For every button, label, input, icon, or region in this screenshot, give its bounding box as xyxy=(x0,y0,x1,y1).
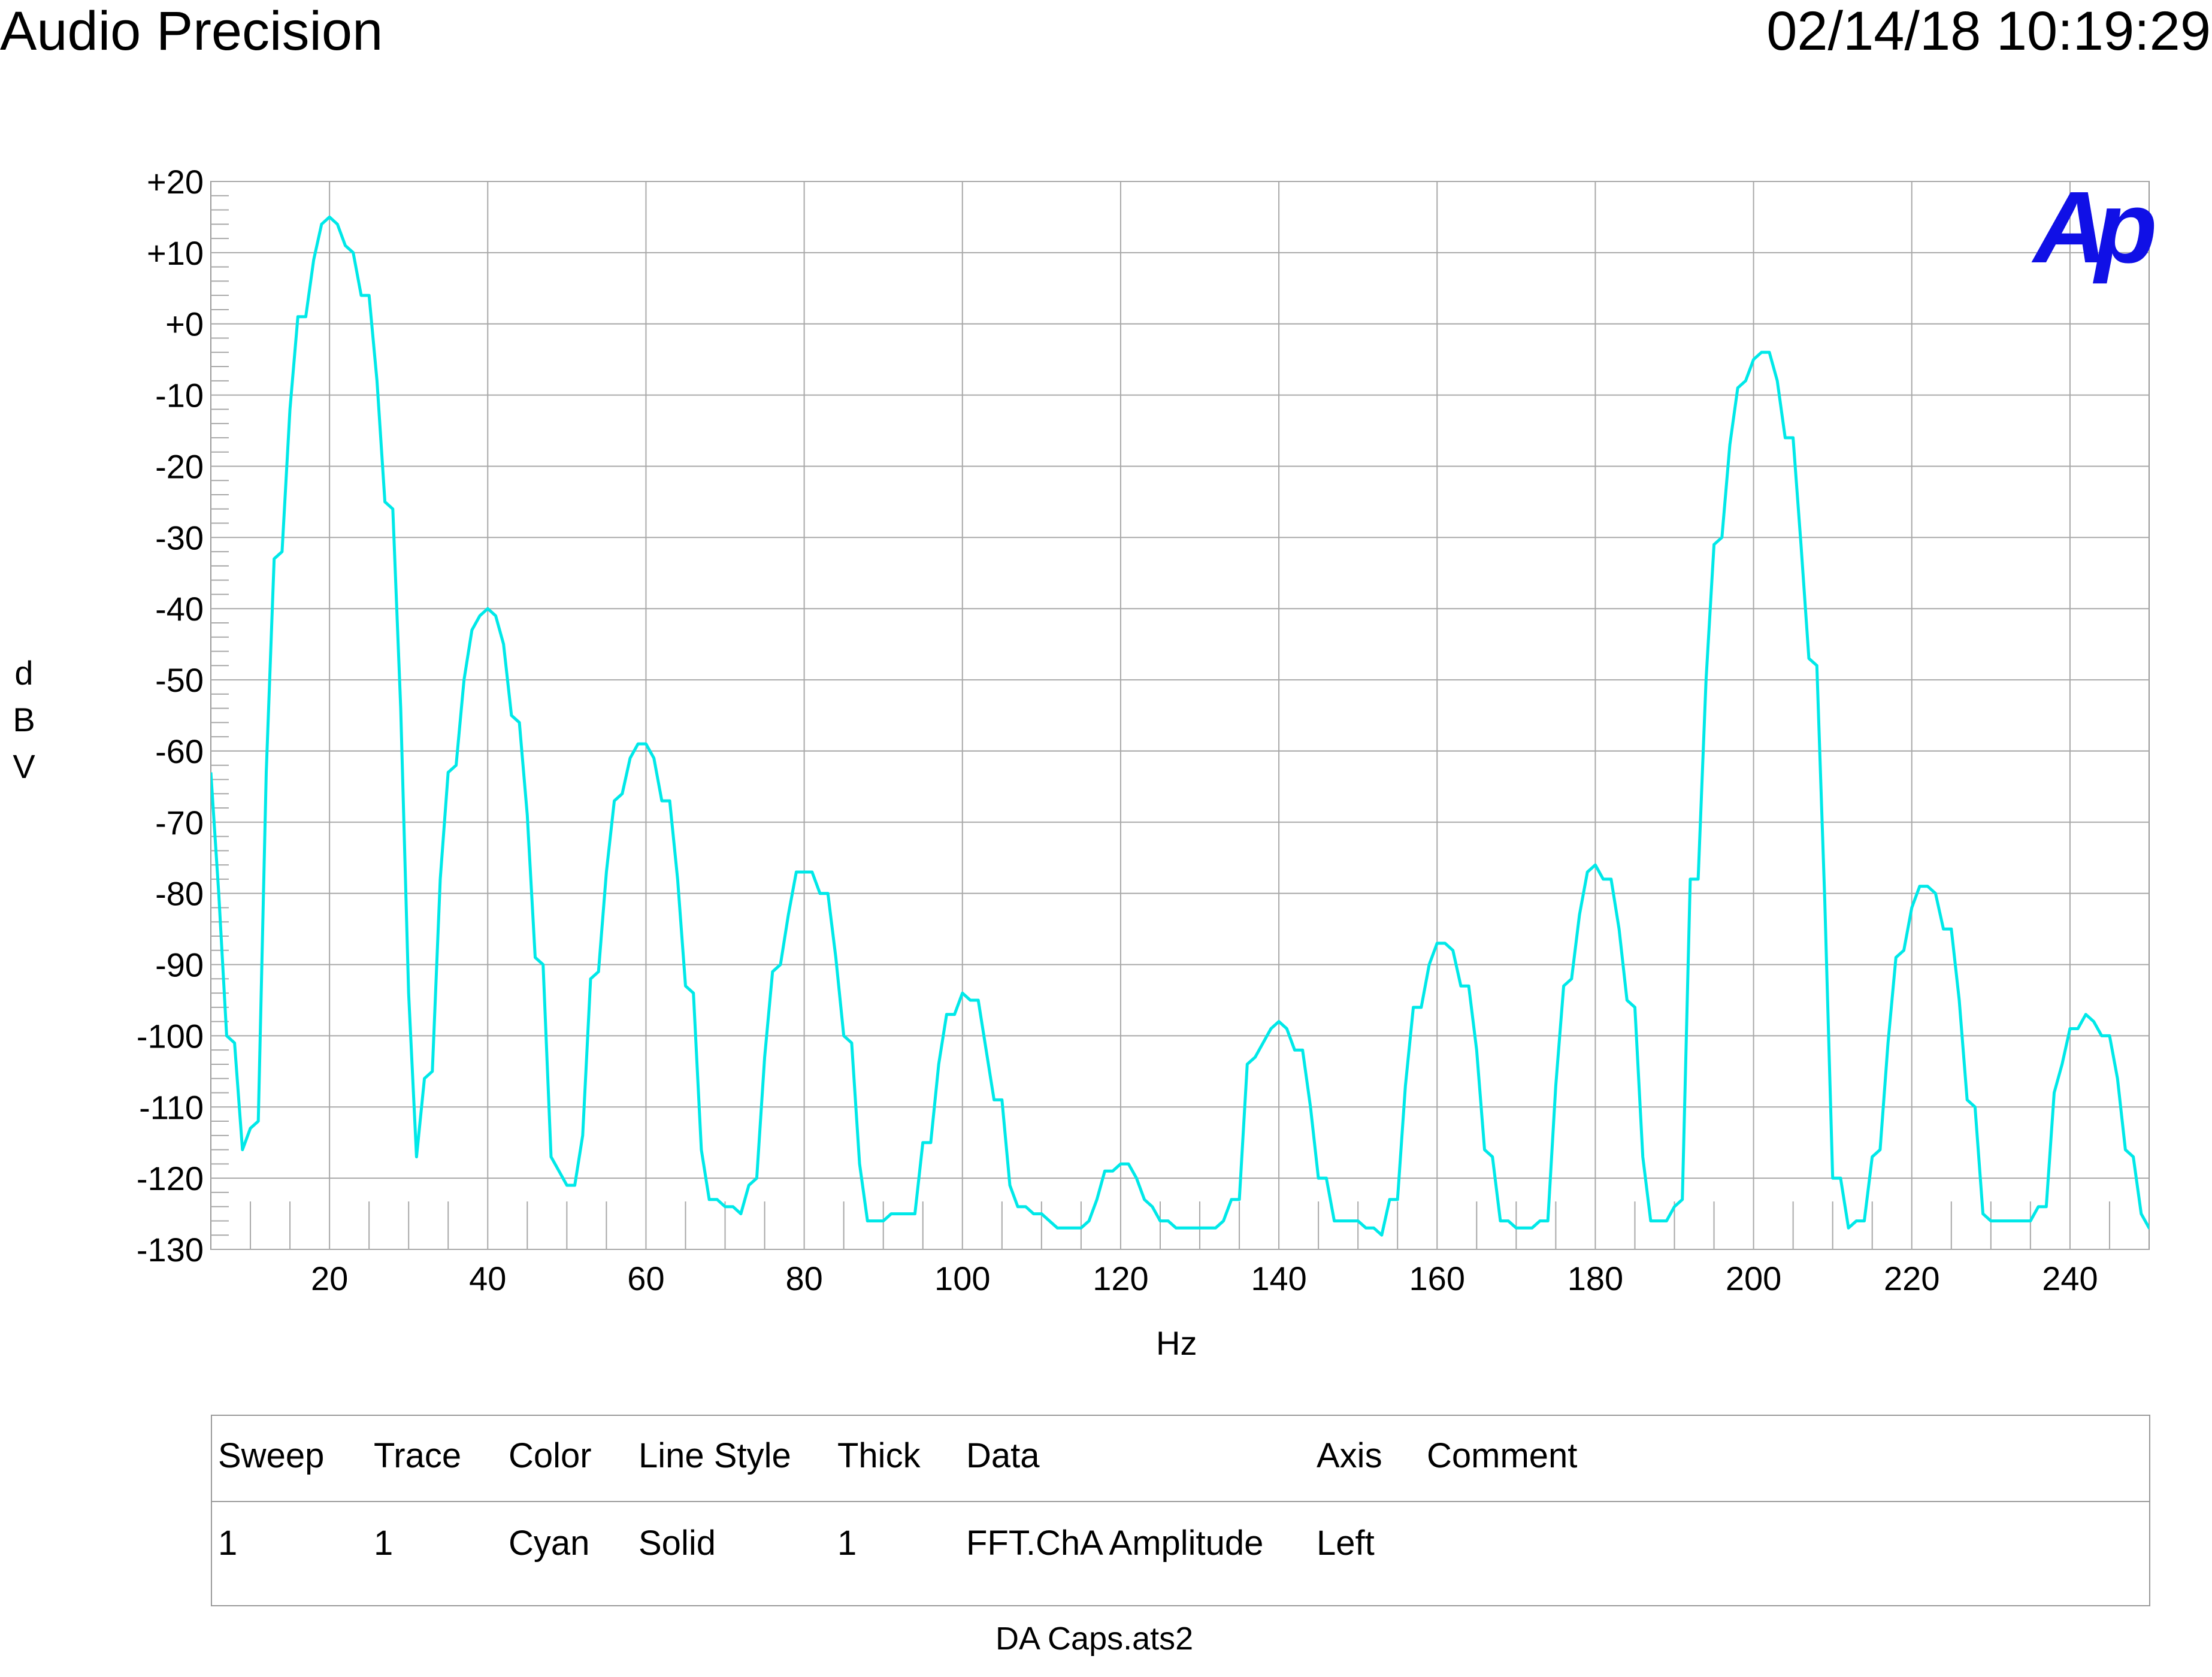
y-tick-label: -120 xyxy=(137,1160,204,1197)
x-tick-label: 100 xyxy=(934,1260,990,1297)
x-tick-label: 140 xyxy=(1251,1260,1306,1297)
y-tick-label: -80 xyxy=(155,875,204,913)
y-tick-label: -30 xyxy=(155,519,204,556)
y-tick-label: -20 xyxy=(155,447,204,485)
y-tick-label: +20 xyxy=(147,163,204,201)
legend-cell-sweep: 1 xyxy=(218,1524,238,1563)
y-tick-label: -60 xyxy=(155,732,204,770)
x-tick-label: 240 xyxy=(2042,1260,2098,1297)
legend-cell-axis: Left xyxy=(1317,1524,1375,1563)
legend-header-data: Data xyxy=(966,1436,1040,1475)
y-tick-label: -50 xyxy=(155,661,204,699)
legend-header-axis: Axis xyxy=(1317,1436,1382,1475)
legend-header-sweep: Sweep xyxy=(218,1436,325,1475)
x-tick-label: 180 xyxy=(1568,1260,1623,1297)
legend-divider xyxy=(212,1501,2149,1502)
y-tick-label: -40 xyxy=(155,590,204,628)
y-tick-labels: +20 +10 +0 -10 -20 -30 -40 -50 -60 -70 -80 -90 -100 -… xyxy=(137,163,204,1269)
x-tick-label: 80 xyxy=(785,1260,822,1297)
y-axis-label: d B V xyxy=(12,650,36,790)
legend-cell-trace: 1 xyxy=(374,1524,394,1563)
file-name: DA Caps.ats2 xyxy=(995,1621,1194,1657)
y-tick-label: -10 xyxy=(155,377,204,414)
legend-header-line-style: Line Style xyxy=(639,1436,791,1475)
legend-cell-data: FFT.ChA Amplitude xyxy=(966,1524,1264,1563)
x-tick-label: 220 xyxy=(1884,1260,1939,1297)
x-axis-label: Hz xyxy=(1156,1324,1197,1362)
plot-frame xyxy=(210,181,2150,1250)
legend-cell-line-style: Solid xyxy=(639,1524,716,1563)
y-tick-label: -130 xyxy=(137,1231,204,1269)
y-tick-label: -110 xyxy=(139,1088,204,1126)
brand-title: Audio Precision xyxy=(0,1,383,62)
y-tick-label: +10 xyxy=(147,234,204,272)
x-tick-label: 20 xyxy=(311,1260,348,1297)
legend-header-trace: Trace xyxy=(374,1436,462,1475)
y-axis-label-letter: B xyxy=(13,701,35,738)
legend-cell-color: Cyan xyxy=(509,1524,590,1563)
x-tick-label: 60 xyxy=(627,1260,664,1297)
legend-cell-thick: 1 xyxy=(837,1524,857,1563)
series-layer xyxy=(211,215,2149,1237)
grid xyxy=(210,181,2150,1250)
y-tick-label: -90 xyxy=(155,946,204,984)
legend-header-color: Color xyxy=(509,1436,592,1475)
timestamp: 02/14/18 10:19:29 xyxy=(1766,1,2211,62)
x-tick-label: 40 xyxy=(469,1260,506,1297)
legend-header-thick: Thick xyxy=(837,1436,921,1475)
y-tick-label: -70 xyxy=(155,804,204,841)
x-tick-label: 120 xyxy=(1093,1260,1148,1297)
x-tick-label: 160 xyxy=(1409,1260,1465,1297)
y-axis-label-letter: V xyxy=(13,747,35,785)
y-tick-label: -100 xyxy=(137,1017,204,1055)
legend-header-comment: Comment xyxy=(1427,1436,1578,1475)
x-tick-label: 200 xyxy=(1726,1260,1781,1297)
series-line-fft-cha-amplitude xyxy=(211,215,2149,1237)
minor-ticks xyxy=(211,195,2110,1249)
y-axis-label-letter: d xyxy=(14,654,34,692)
legend-table: Sweep Trace Color Line Style Thick Data … xyxy=(211,1415,2150,1606)
x-tick-labels: 20 40 60 80 100 120 140 160 180 200 220 240 xyxy=(311,1260,2098,1297)
ap-logo: Ap xyxy=(2034,171,2157,284)
y-tick-label: +0 xyxy=(165,305,204,343)
